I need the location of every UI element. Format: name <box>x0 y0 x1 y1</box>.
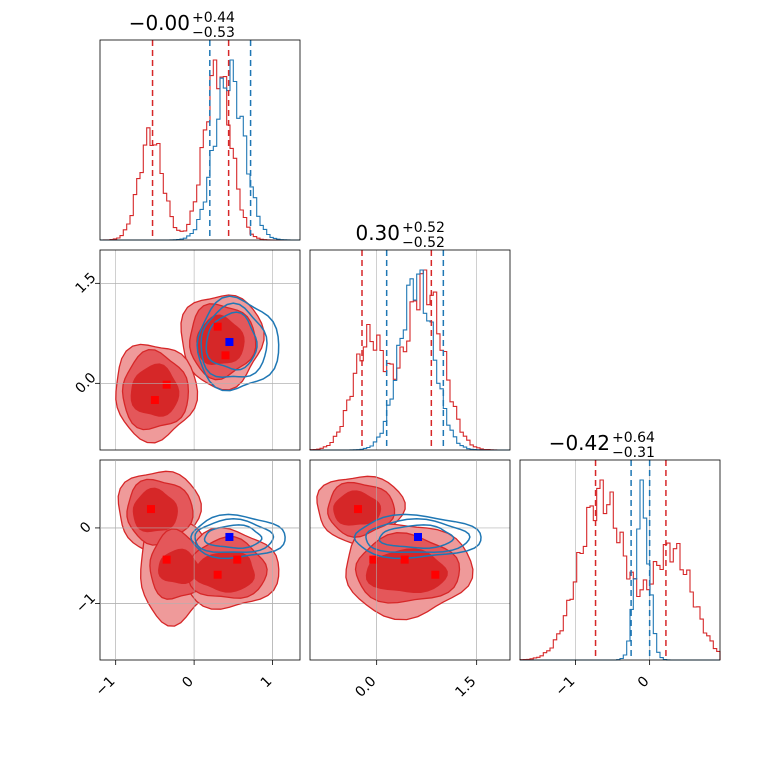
blue-histogram <box>310 269 510 451</box>
panel-title-sup: +0.44 <box>192 10 235 26</box>
blue-contour <box>203 524 263 550</box>
panel-title-value: 0.30 <box>355 221 400 245</box>
red-point-marker <box>162 380 171 389</box>
red-histogram <box>309 269 510 451</box>
panel-content <box>100 460 300 660</box>
red-histogram <box>519 479 721 661</box>
red-point-marker <box>162 555 171 564</box>
red-point-marker <box>150 396 159 404</box>
truth-point-marker <box>225 532 234 541</box>
x-tick-label: 0 <box>179 674 197 692</box>
blue-contour <box>205 311 258 371</box>
panel-content <box>100 250 300 450</box>
blue-contour <box>196 295 280 392</box>
red-point-marker <box>213 322 222 331</box>
x-tick-label: −1 <box>552 674 578 700</box>
red-contour-dark <box>132 487 178 533</box>
panel-frame <box>99 39 301 241</box>
panel-title-value: −0.42 <box>549 431 610 455</box>
panel-2-0: −1 0 1 0 −1 <box>73 459 301 700</box>
panel-title-sub: −0.52 <box>402 235 445 251</box>
panel-content <box>310 460 510 660</box>
red-point-marker <box>213 570 222 579</box>
y-tick-label: 0.0 <box>72 370 99 397</box>
panel-title-sub: −0.53 <box>192 25 235 41</box>
panel-title-value: −0.00 <box>129 11 190 35</box>
panel-title-sup: +0.52 <box>402 220 445 236</box>
panel-title-sup: +0.64 <box>612 430 655 446</box>
panel-frame <box>309 459 511 661</box>
panel-2-1: 0.0 1.5 <box>309 459 511 701</box>
panel-frame <box>99 249 301 451</box>
truth-point-marker <box>414 532 422 541</box>
x-tick-label: −1 <box>93 674 119 700</box>
red-point-marker <box>354 505 362 514</box>
blue-contour <box>353 513 482 560</box>
y-tick-label: −1 <box>73 590 99 616</box>
y-tick-label: 1.5 <box>72 270 99 297</box>
y-tick-label: 0 <box>77 519 95 537</box>
red-point-marker <box>400 555 409 564</box>
panel-1-0: 0.0 1.5 <box>72 249 301 451</box>
x-tick-label: 0 <box>635 674 653 692</box>
red-point-marker <box>369 555 378 564</box>
red-point-marker <box>146 505 155 514</box>
x-tick-label: 1 <box>258 674 276 692</box>
red-contour-dark <box>130 363 180 417</box>
blue-contour <box>200 302 268 378</box>
truth-point-marker <box>225 338 234 346</box>
panel-frame <box>99 459 301 661</box>
panel-title-sub: −0.31 <box>612 445 655 461</box>
panel-0-0: −0.00 +0.44−0.53 <box>99 10 301 241</box>
red-point-marker <box>233 555 242 564</box>
blue-contour <box>378 524 455 550</box>
panel-2-2: −1 0 −0.42 +0.64−0.31 <box>519 430 721 700</box>
blue-contour <box>190 513 286 560</box>
x-tick-label: 1.5 <box>452 674 479 701</box>
red-point-marker <box>221 351 230 360</box>
panel-frame <box>519 459 721 661</box>
red-point-marker <box>431 570 440 579</box>
panel-frame <box>309 249 511 451</box>
blue-contour <box>365 518 471 554</box>
blue-contour <box>194 518 275 554</box>
panel-1-1: 0.30 +0.52−0.52 <box>309 220 511 451</box>
x-tick-label: 0.0 <box>352 674 379 701</box>
red-histogram <box>100 59 300 241</box>
